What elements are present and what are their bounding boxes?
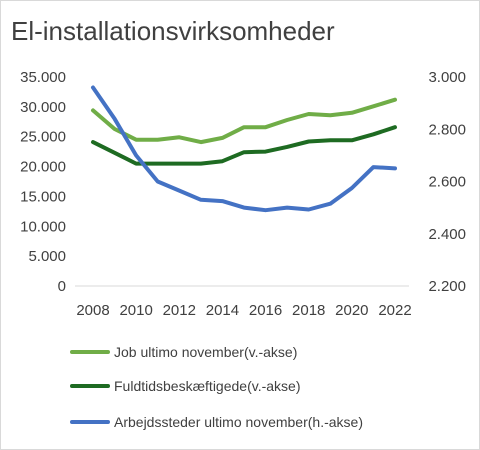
x-tick-label: 2010	[119, 302, 152, 319]
y-right-tick-label: 2.400	[428, 226, 466, 243]
y-left-tick-label: 35.000	[20, 69, 66, 86]
series-line-1	[91, 97, 397, 145]
y-left-tick-label: 30.000	[20, 99, 66, 116]
chart-title: El-installationsvirksomheder	[11, 16, 335, 46]
x-tick-label: 2016	[249, 302, 282, 319]
x-tick-label: 2018	[292, 302, 325, 319]
y-right-tick-label: 2.600	[428, 174, 466, 191]
legend: Job ultimo november(v.-akse) Fuldtidsbesk…	[70, 344, 363, 430]
y-right-tick-label: 3.000	[428, 69, 466, 86]
y-right-tick-labels: 2.200 2.400 2.600 2.800 3.000	[428, 69, 466, 295]
legend-label: Arbejdssteder ultimo november(h.-akse)	[114, 414, 363, 430]
y-left-tick-label: 0	[58, 278, 66, 295]
y-left-tick-label: 25.000	[20, 129, 66, 146]
x-tick-labels: 2008 2010 2012 2014 2016 2018 2020 2022	[76, 302, 411, 319]
y-left-tick-label: 10.000	[20, 218, 66, 235]
y-left-tick-label: 15.000	[20, 188, 66, 205]
y-left-tick-label: 5.000	[28, 248, 66, 265]
y-right-tick-label: 2.800	[428, 121, 466, 138]
x-tick-label: 2008	[76, 302, 109, 319]
x-tick-label: 2014	[206, 302, 239, 319]
y-left-tick-label: 20.000	[20, 159, 66, 176]
y-left-tick-labels: 0 5.000 10.000 15.000 20.000 25.000 30.000 35.0…	[20, 69, 66, 295]
legend-label: Job ultimo november(v.-akse)	[114, 344, 297, 360]
legend-label: Fuldtidsbeskæftigede(v.-akse)	[114, 378, 300, 394]
y-right-tick-label: 2.200	[428, 278, 466, 295]
series-lines	[91, 85, 397, 213]
x-tick-label: 2012	[163, 302, 196, 319]
series-line-3	[91, 85, 397, 213]
x-tick-label: 2022	[378, 302, 411, 319]
x-tick-label: 2020	[335, 302, 368, 319]
